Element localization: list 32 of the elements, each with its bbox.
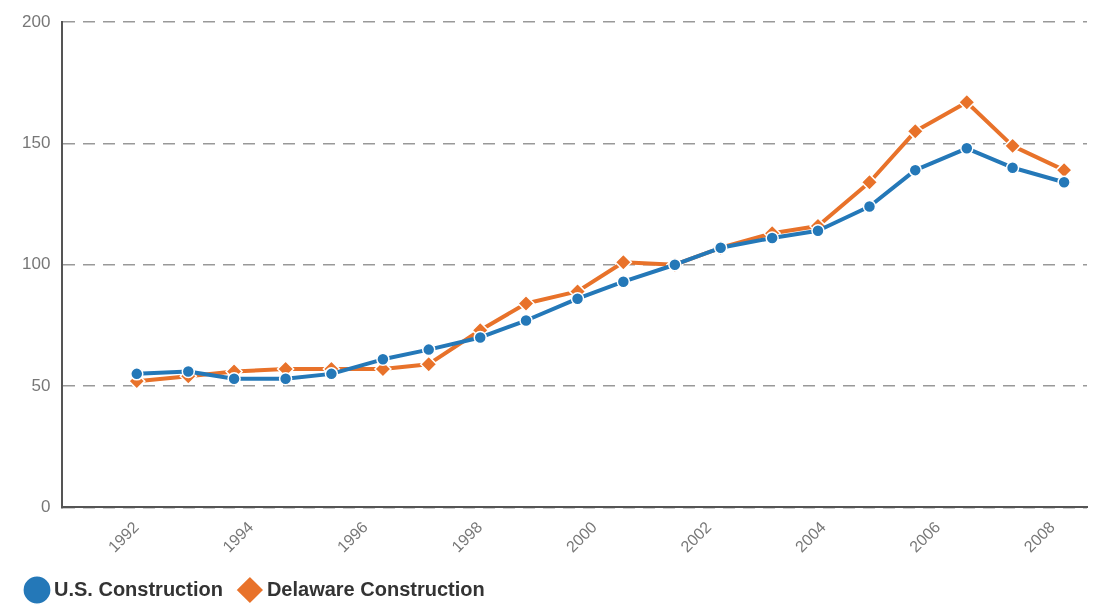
point [130,367,144,381]
point [1005,160,1020,175]
point [908,163,923,177]
point [958,93,976,111]
legend-label: Delaware Construction [266,577,485,600]
point [1003,137,1022,155]
y-tick-label: 50 [31,375,51,395]
point [376,352,390,367]
point [278,371,293,386]
y-tick-label: 100 [21,254,51,274]
point [765,231,779,245]
y-tick-label: 0 [40,496,51,516]
point [227,371,241,386]
point [862,199,877,214]
point [1057,175,1071,190]
y-tick-label: 150 [21,133,51,153]
point [614,253,633,272]
legend-label: U.S. Construction [54,577,223,600]
point [517,294,535,313]
point [473,330,487,345]
point [570,291,585,306]
point [419,355,438,373]
point [860,173,879,192]
point [421,342,436,357]
point [324,367,339,381]
y-tick-label: 200 [21,11,51,31]
point [616,274,631,289]
point [181,364,196,379]
point [519,313,533,328]
point [811,224,825,238]
point [906,122,925,141]
point [960,141,974,156]
